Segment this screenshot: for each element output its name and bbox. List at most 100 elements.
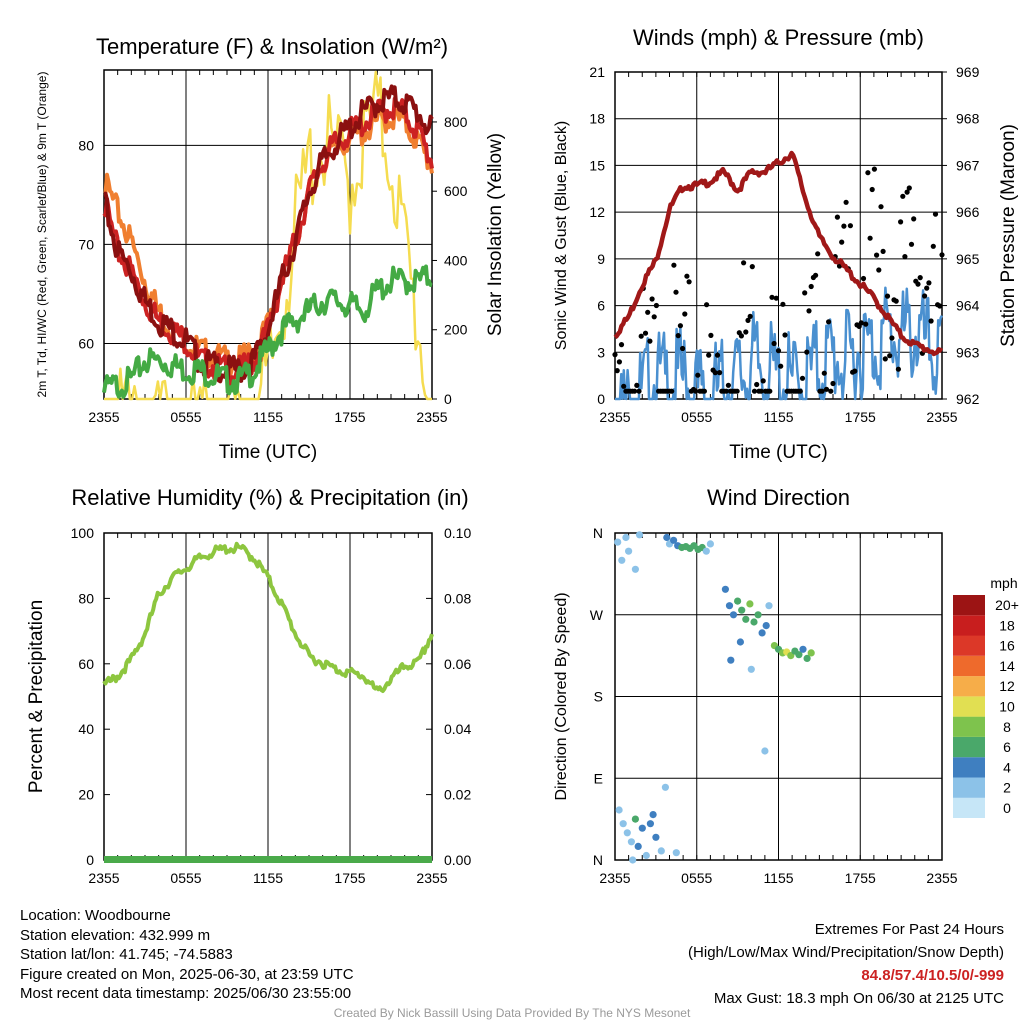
gust-point: [712, 370, 718, 376]
y-tick-label: 40: [78, 721, 94, 737]
y2-tick-label: 963: [956, 344, 980, 360]
direction-point: [615, 806, 623, 814]
gust-point: [882, 356, 888, 362]
x-tick-label: 1755: [334, 409, 365, 425]
colorbar-label: 12: [999, 678, 1015, 694]
y2-tick-label: 966: [956, 204, 980, 220]
gust-point: [830, 380, 836, 387]
x-tick-label: 1155: [253, 870, 283, 886]
gust-point: [813, 272, 819, 278]
gust-point: [677, 323, 684, 329]
gust-point: [653, 302, 660, 309]
direction-point: [729, 611, 738, 619]
y2-tick-label: 962: [956, 391, 980, 407]
colorbar-swatch: [953, 696, 985, 717]
y-tick-label: 18: [589, 111, 605, 127]
y2-tick-label: 965: [956, 251, 980, 267]
gust-point: [887, 353, 893, 359]
station-latlon: Station lat/lon: 41.745; -74.5883: [20, 946, 233, 963]
gust-point: [743, 329, 749, 335]
gust-point: [632, 388, 638, 394]
gust-point: [932, 211, 939, 217]
series-line-pressure: [613, 150, 944, 357]
direction-point: [657, 847, 665, 855]
y2-tick-label: 200: [444, 322, 468, 338]
gust-point: [723, 388, 729, 394]
direction-point: [762, 622, 770, 630]
gust-point: [645, 309, 651, 315]
colorbar-label: 20+: [995, 597, 1019, 613]
gust-point: [618, 342, 625, 348]
y-axis-label: Sonic Wind & Gust (Blue, Black): [553, 121, 570, 350]
extremes-subtitle: (High/Low/Max Wind/Precipitation/Snow De…: [688, 944, 1004, 961]
gust-point: [754, 381, 760, 388]
y-tick-label: 60: [78, 336, 94, 352]
gust-point: [621, 383, 627, 389]
direction-point: [619, 820, 627, 828]
gust-point: [717, 370, 723, 376]
gust-point: [799, 375, 806, 381]
chart-title: Wind Direction: [707, 485, 850, 510]
y-tick-label: 6: [597, 298, 605, 314]
gust-point: [701, 388, 708, 394]
series-line-td: [102, 264, 433, 399]
y-tick-label: N: [593, 852, 603, 868]
gust-point: [917, 275, 923, 281]
x-tick-label: 2355: [599, 409, 630, 425]
y2-tick-label: 0.06: [444, 656, 471, 672]
direction-point: [649, 811, 657, 819]
gust-point: [775, 348, 782, 354]
gust-point: [747, 313, 753, 319]
gust-point: [922, 293, 928, 299]
gust-point: [915, 281, 921, 287]
series-line-relative-humidity: [102, 541, 434, 693]
series-line-hi-wc: [103, 84, 434, 384]
gust-point: [706, 352, 712, 358]
x-tick-label: 1755: [845, 870, 876, 886]
gust-point: [937, 303, 943, 309]
colorbar-label: 8: [1003, 719, 1011, 735]
chart-wind-direction: 2355 0555 1155 1755 2355 N E S W N Wind Direction D…: [553, 485, 1019, 886]
direction-point: [727, 656, 735, 664]
direction-point: [725, 602, 734, 610]
gust-point: [804, 349, 810, 355]
colorbar-label: 2: [1003, 780, 1011, 796]
gust-point: [649, 296, 655, 302]
direction-point: [736, 638, 745, 646]
gust-point: [860, 275, 867, 282]
x-axis-label: Time (UTC): [729, 442, 828, 463]
direction-point: [623, 829, 631, 837]
gust-point: [847, 223, 854, 229]
direction-point: [807, 649, 815, 657]
x-tick-label: 2355: [88, 870, 119, 886]
y-axis-label: Direction (Colored By Speed): [553, 592, 570, 800]
y-tick-label: S: [594, 689, 603, 705]
colorbar-swatch: [953, 736, 985, 758]
gust-point: [806, 308, 812, 314]
gust-point: [906, 185, 912, 191]
gust-point: [895, 366, 902, 372]
direction-point: [670, 536, 678, 544]
gust-point: [684, 273, 690, 279]
colorbar-label: 10: [999, 699, 1015, 715]
colorbar-swatch: [953, 757, 985, 778]
y-tick-label: 0: [86, 852, 94, 868]
gust-point: [614, 368, 620, 374]
gust-point: [725, 382, 732, 388]
x-tick-label: 1155: [763, 409, 793, 425]
colorbar-swatch: [953, 716, 985, 737]
y-tick-label: 100: [71, 525, 95, 541]
gust-point: [769, 294, 775, 300]
gust-point: [843, 199, 849, 205]
gust-point: [808, 283, 814, 290]
direction-point: [765, 602, 773, 610]
gust-point: [714, 352, 721, 358]
y2-tick-label: 969: [956, 64, 980, 80]
gust-point: [911, 216, 917, 222]
direction-point: [795, 651, 803, 659]
gust-point: [708, 332, 714, 338]
x-tick-label: 2355: [926, 409, 957, 425]
gust-point: [773, 295, 779, 301]
gust-point: [642, 330, 649, 336]
gust-point: [797, 388, 803, 394]
